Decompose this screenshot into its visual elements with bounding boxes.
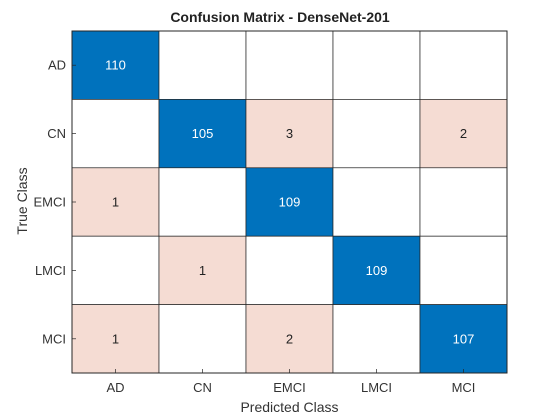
matrix-cell bbox=[332, 99, 421, 169]
matrix-cell bbox=[71, 167, 160, 237]
cell-value-label: 1 bbox=[112, 195, 119, 210]
y-tick-label: LMCI bbox=[35, 263, 66, 278]
matrix-cell bbox=[245, 304, 334, 374]
cell-value-label: 110 bbox=[105, 58, 126, 73]
matrix-cell bbox=[158, 30, 247, 100]
matrix-cell bbox=[419, 99, 508, 169]
cell-value-label: 1 bbox=[112, 331, 119, 346]
matrix-cell bbox=[419, 167, 508, 237]
cell-value-label: 1 bbox=[199, 263, 206, 278]
cell-value-label: 109 bbox=[279, 195, 301, 210]
matrix-cell bbox=[71, 235, 160, 305]
matrix-cell bbox=[245, 99, 334, 169]
matrix-cell bbox=[71, 99, 160, 169]
y-tick-label: AD bbox=[48, 58, 66, 73]
x-tick-label: LMCI bbox=[361, 380, 392, 395]
x-tick-label: MCI bbox=[452, 380, 476, 395]
chart-title: Confusion Matrix - DenseNet-201 bbox=[170, 9, 390, 25]
matrix-cell bbox=[71, 30, 160, 100]
cell-value-label: 107 bbox=[453, 331, 475, 346]
matrix-cell bbox=[419, 304, 508, 374]
cell-value-label: 2 bbox=[460, 126, 467, 141]
matrix-cell bbox=[245, 167, 334, 237]
y-tick-label: EMCI bbox=[34, 195, 67, 210]
cell-value-label: 105 bbox=[192, 126, 214, 141]
cell-value-label: 109 bbox=[366, 263, 388, 278]
cell-value-label: 2 bbox=[286, 331, 293, 346]
x-tick-label: AD bbox=[106, 380, 124, 395]
matrix-cell bbox=[332, 304, 421, 374]
matrix-cell bbox=[71, 304, 160, 374]
y-tick-label: MCI bbox=[42, 331, 66, 346]
matrix-cell bbox=[419, 30, 508, 100]
matrix-cell bbox=[245, 235, 334, 305]
matrix-cell bbox=[158, 167, 247, 237]
matrix-cell bbox=[332, 167, 421, 237]
matrix-cell bbox=[332, 30, 421, 100]
x-tick-label: EMCI bbox=[273, 380, 306, 395]
matrix-cell bbox=[158, 235, 247, 305]
x-tick-label: CN bbox=[193, 380, 212, 395]
x-axis-label: Predicted Class bbox=[240, 399, 339, 415]
matrix-cell bbox=[158, 304, 247, 374]
matrix-cell bbox=[419, 235, 508, 305]
matrix-cell bbox=[245, 30, 334, 100]
y-tick-label: CN bbox=[47, 126, 66, 141]
cell-value-label: 3 bbox=[286, 126, 293, 141]
